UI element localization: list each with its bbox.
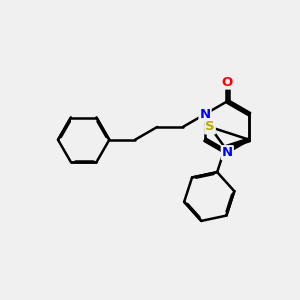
Text: N: N (200, 108, 211, 121)
Text: S: S (205, 121, 215, 134)
Text: O: O (222, 76, 233, 88)
Text: N: N (222, 146, 233, 159)
